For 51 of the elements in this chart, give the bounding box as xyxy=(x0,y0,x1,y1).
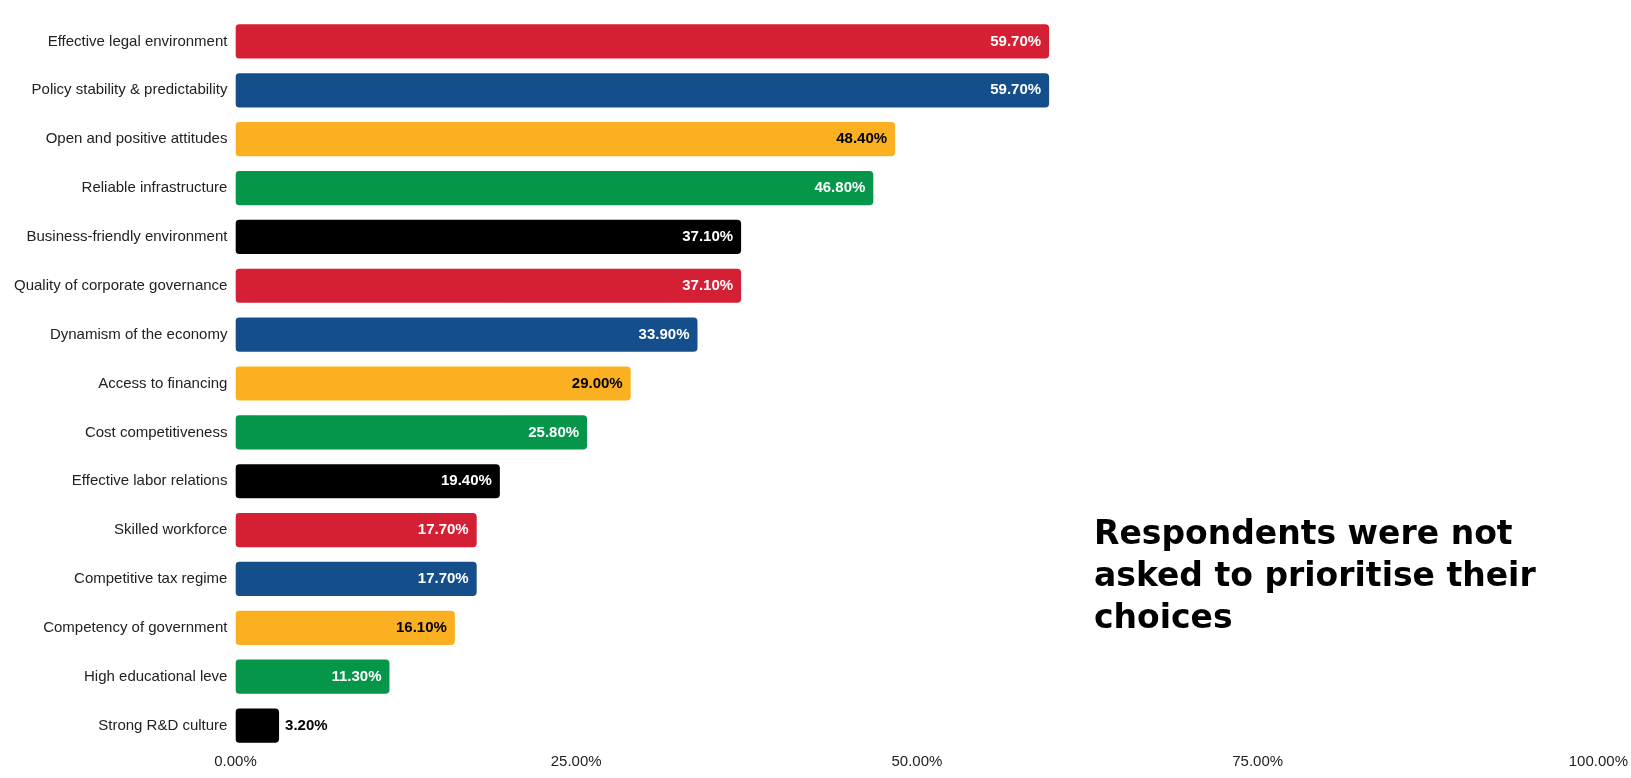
bar xyxy=(235,170,874,206)
bar xyxy=(235,708,280,743)
bar xyxy=(235,659,390,694)
x-tick-label: 50.00% xyxy=(891,752,943,770)
data-label: 29.00% xyxy=(571,373,623,391)
bar xyxy=(235,464,500,499)
bar xyxy=(235,219,742,254)
data-label: 48.40% xyxy=(836,129,888,147)
y-tick-label: Cost competitiveness xyxy=(84,422,228,440)
data-label: 37.10% xyxy=(682,275,734,293)
y-tick-label: High educational leve xyxy=(84,666,228,684)
annotation: Respondents were not asked to prioritise their choices xyxy=(1094,512,1537,638)
bar xyxy=(235,610,455,645)
y-tick-label: Competency of government xyxy=(43,617,229,635)
bar xyxy=(235,122,896,157)
bar xyxy=(235,73,1050,108)
bar xyxy=(235,24,1050,59)
data-label: 17.70% xyxy=(417,569,469,587)
y-tick-label: Competitive tax regime xyxy=(74,569,228,587)
y-tick-label: Business-friendly environment xyxy=(26,227,229,245)
y-tick-label: Access to financing xyxy=(98,373,228,391)
x-tick-label: 100.00% xyxy=(1568,752,1628,770)
data-label: 11.30% xyxy=(331,666,382,684)
data-label: 37.10% xyxy=(682,227,734,245)
bar xyxy=(235,317,698,352)
data-label: 59.70% xyxy=(990,80,1042,98)
x-tick-label: 25.00% xyxy=(550,752,602,770)
y-tick-label: Open and positive attitudes xyxy=(45,129,228,147)
x-tick-label: 0.00% xyxy=(214,752,257,770)
y-tick-label: Skilled workforce xyxy=(114,520,228,538)
data-label: 46.80% xyxy=(814,178,866,196)
x-tick-label: 75.00% xyxy=(1232,752,1284,770)
y-tick-label: Strong R&D culture xyxy=(98,715,228,733)
bar xyxy=(235,415,588,450)
data-label: 17.70% xyxy=(417,520,469,538)
data-label: 19.40% xyxy=(440,471,492,489)
data-label: 33.90% xyxy=(638,324,690,342)
data-label: 59.70% xyxy=(990,31,1042,49)
y-tick-label: Effective legal environment xyxy=(47,31,229,49)
bar xyxy=(235,366,631,401)
y-tick-label: Reliable infrastructure xyxy=(81,178,228,196)
y-tick-label: Quality of corporate governance xyxy=(13,275,228,293)
y-tick-label: Effective labor relations xyxy=(71,471,228,489)
data-label: 25.80% xyxy=(528,422,580,440)
bar xyxy=(235,561,477,597)
data-label: 3.20% xyxy=(285,715,328,733)
data-label: 16.10% xyxy=(396,617,447,635)
y-tick-label: Dynamism of the economy xyxy=(49,324,228,342)
bar xyxy=(235,513,477,548)
bar xyxy=(235,268,742,303)
y-tick-label: Policy stability & predictability xyxy=(31,80,228,98)
